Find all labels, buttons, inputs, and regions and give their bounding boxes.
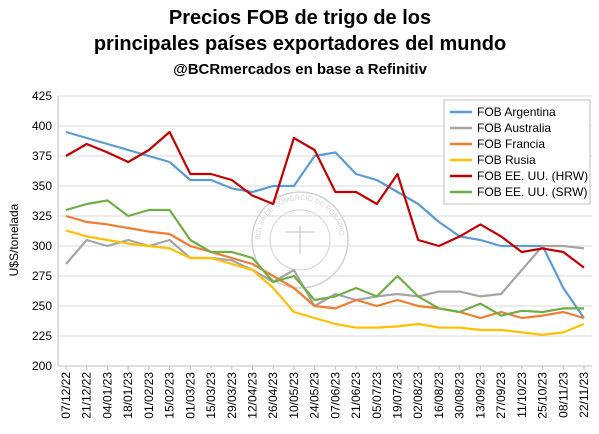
y-tick-label: 375 [32,149,52,163]
x-tick-label: 15/03/23 [204,372,218,419]
x-tick-label: 01/02/23 [142,372,156,419]
x-tick-label: 08/11/23 [556,372,570,418]
x-tick-label: 15/02/23 [163,372,177,419]
seal-inner-ring [269,209,331,271]
series-line-4 [65,229,585,336]
x-tick-label: 21/12/22 [80,372,94,419]
x-tick-label: 07/12/22 [59,372,73,419]
x-tick-label: 18/01/23 [121,372,135,419]
x-tick-label: 11/10/23 [515,372,529,418]
x-tick-label: 19/07/23 [391,372,405,419]
x-tick-label: 13/09/23 [473,372,487,419]
y-tick-label: 250 [32,299,52,313]
series-line-6 [65,199,584,317]
x-tick-label: 10/05/23 [287,372,301,419]
y-tick-label: 400 [32,119,52,133]
legend-label: FOB EE. UU. (HRW) [477,169,588,183]
x-tick-label: 26/04/23 [266,372,280,419]
series-lines [65,130,585,336]
y-tick-label: 425 [32,89,52,103]
chart-subtitle: @BCRmercados en base a Refinitiv [173,61,428,78]
x-tick-label: 25/10/23 [536,372,550,419]
x-tick-label: 07/06/23 [328,372,342,419]
seal-outer-ring [251,191,349,289]
chart-title-line-1: Precios FOB de trigo de los [169,7,431,29]
legend-label: FOB Francia [477,137,545,151]
series-line-2 [65,238,585,308]
series-line-5 [65,130,585,269]
series-line-3 [65,214,585,320]
x-tick-label: 04/01/23 [100,372,114,419]
x-tick-label: 30/08/23 [453,372,467,419]
x-tick-label: 22/11/23 [577,372,591,418]
x-tick-label: 05/07/23 [370,372,384,419]
y-tick-label: 275 [32,269,52,283]
x-tick-label: 12/04/23 [245,372,259,419]
y-axis-label: U$S/tonelada [7,203,21,276]
x-tick-label: 02/08/23 [411,372,425,419]
chart-title-group: Precios FOB de trigo de los principales … [94,7,506,78]
y-tick-label: 300 [32,239,52,253]
legend-label: FOB EE. UU. (SRW) [477,185,587,199]
legend-label: FOB Argentina [477,105,556,119]
y-tick-label: 325 [32,209,52,223]
legend-label: FOB Rusia [477,153,536,167]
x-tick-label: 29/03/23 [225,372,239,419]
legend-box [443,99,591,205]
legend-label: FOB Australia [477,121,551,135]
x-tick-label: 27/09/23 [494,372,508,419]
x-tick-label: 16/08/23 [432,372,446,419]
axes: 200 225 250 275 300 325 350 375 400 425 07/12/22 21… [32,89,592,419]
legend: FOB Argentina FOB Australia FOB Francia FOB… [443,99,591,205]
x-tick-label: 24/05/23 [308,372,322,419]
y-tick-label: 200 [32,359,52,373]
x-tick-label: 21/06/23 [349,372,363,419]
chart-title-line-2: principales países exportadores del mund… [94,33,506,55]
x-tick-label: 01/03/23 [183,372,197,419]
y-tick-label: 350 [32,179,52,193]
series-line-1 [65,130,585,319]
y-tick-label: 225 [32,329,52,343]
